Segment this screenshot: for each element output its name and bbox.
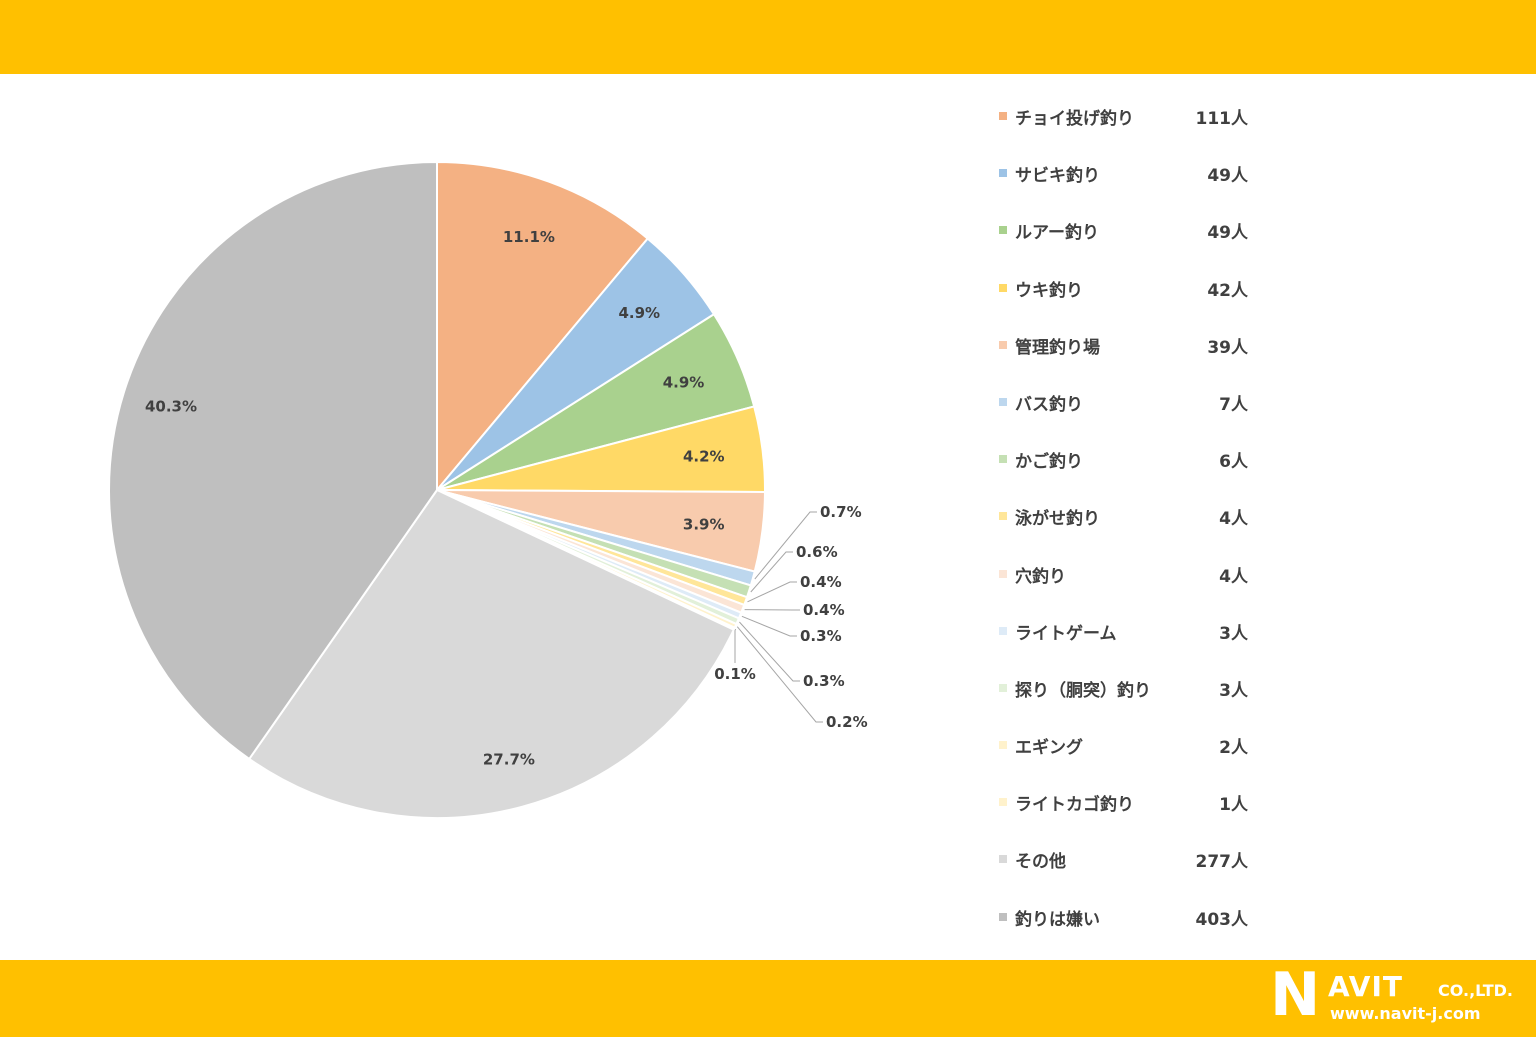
legend-label: 釣りは嫌い bbox=[1015, 909, 1100, 930]
legend-swatch bbox=[999, 455, 1007, 464]
legend-item: 泳がせ釣り 4人 bbox=[996, 496, 1316, 553]
legend-item: エギング 2人 bbox=[996, 725, 1316, 782]
logo-avit: AVIT bbox=[1328, 970, 1403, 1003]
legend-swatch bbox=[999, 397, 1007, 406]
legend-label: サビキ釣り bbox=[1015, 166, 1100, 187]
legend-label: 管理釣り場 bbox=[1015, 337, 1100, 358]
leader-line-7 bbox=[747, 581, 797, 603]
bottom-banner bbox=[0, 960, 1536, 1037]
legend-swatch bbox=[999, 226, 1007, 235]
legend-count: 7人 bbox=[1219, 394, 1248, 415]
logo-url: www.navit-j.com bbox=[1330, 1004, 1481, 1023]
chart-legend: チョイ投げ釣り 111人 サビキ釣り 49人 ルアー釣り 49人 ウキ釣り 42人 管理釣り場 3… bbox=[996, 96, 1316, 954]
legend-swatch bbox=[999, 569, 1007, 578]
legend-label: エギング bbox=[1015, 738, 1083, 759]
legend-swatch bbox=[999, 169, 1007, 178]
legend-swatch bbox=[999, 340, 1007, 349]
legend-count: 3人 bbox=[1219, 680, 1248, 701]
legend-count: 3人 bbox=[1219, 623, 1248, 644]
legend-label: ウキ釣り bbox=[1015, 280, 1083, 301]
slice-label-9: 0.3% bbox=[800, 627, 842, 645]
legend-item: その他 277人 bbox=[996, 839, 1316, 896]
slice-label-1: 4.9% bbox=[618, 304, 660, 322]
legend-item: チョイ投げ釣り 111人 bbox=[996, 96, 1316, 153]
leader-line-6 bbox=[750, 551, 793, 593]
leader-line-10 bbox=[739, 621, 800, 682]
leader-line-9 bbox=[741, 615, 797, 637]
slice-label-10: 0.3% bbox=[803, 672, 845, 690]
legend-item: 探り（胴突）釣り 3人 bbox=[996, 668, 1316, 725]
legend-label: その他 bbox=[1015, 852, 1066, 873]
slice-label-5: 0.7% bbox=[820, 503, 862, 521]
legend-swatch bbox=[999, 626, 1007, 635]
slice-label-4: 3.9% bbox=[683, 516, 725, 534]
logo-n: N bbox=[1270, 960, 1320, 1030]
legend-count: 111人 bbox=[1195, 109, 1249, 129]
legend-item: 穴釣り 4人 bbox=[996, 554, 1316, 611]
leader-line-5 bbox=[754, 511, 817, 580]
legend-item: ウキ釣り 42人 bbox=[996, 268, 1316, 325]
legend-label: ライトゲーム bbox=[1015, 623, 1117, 644]
legend-label: チョイ投げ釣り bbox=[1015, 109, 1134, 129]
pie-slice-13 bbox=[247, 488, 736, 819]
slice-label-6: 0.6% bbox=[796, 543, 838, 561]
slice-label-3: 4.2% bbox=[683, 447, 725, 465]
legend-label: バス釣り bbox=[1015, 394, 1083, 415]
pie-slice-14 bbox=[108, 160, 438, 761]
legend-label: 泳がせ釣り bbox=[1015, 509, 1100, 530]
legend-item: バス釣り 7人 bbox=[996, 382, 1316, 439]
legend-count: 49人 bbox=[1207, 166, 1248, 187]
slice-label-12: 0.1% bbox=[714, 665, 756, 683]
legend-item: サビキ釣り 49人 bbox=[996, 153, 1316, 210]
legend-item: 管理釣り場 39人 bbox=[996, 325, 1316, 382]
slice-label-11: 0.2% bbox=[826, 713, 868, 731]
legend-item: ライトカゴ釣り 1人 bbox=[996, 782, 1316, 839]
legend-label: ライトカゴ釣り bbox=[1015, 795, 1134, 816]
legend-count: 277人 bbox=[1195, 852, 1249, 873]
legend-count: 42人 bbox=[1207, 280, 1248, 301]
slice-label-8: 0.4% bbox=[803, 601, 845, 619]
legend-count: 6人 bbox=[1219, 452, 1248, 473]
legend-swatch bbox=[999, 112, 1007, 120]
legend-item: 釣りは嫌い 403人 bbox=[996, 897, 1316, 954]
legend-item: ルアー釣り 49人 bbox=[996, 210, 1316, 267]
legend-label: かご釣り bbox=[1015, 452, 1083, 473]
legend-swatch bbox=[999, 512, 1007, 521]
legend-count: 49人 bbox=[1207, 223, 1248, 244]
legend-label: 穴釣り bbox=[1015, 566, 1066, 587]
legend-count: 2人 bbox=[1219, 738, 1248, 759]
legend-count: 4人 bbox=[1219, 566, 1248, 587]
legend-swatch bbox=[999, 683, 1007, 692]
legend-count: 1人 bbox=[1219, 795, 1248, 816]
legend-swatch bbox=[999, 912, 1007, 921]
legend-swatch bbox=[999, 798, 1007, 807]
pie-chart: 11.1% 4.9% 4.9% 4.2% 3.9% 0.7% 0.6% 0.4% 0.4% 0.3… bbox=[108, 160, 868, 819]
logo-co: CO.,LTD. bbox=[1438, 981, 1513, 1000]
leader-line-12 bbox=[734, 629, 736, 663]
legend-label: ルアー釣り bbox=[1015, 223, 1099, 244]
slice-label-13: 27.7% bbox=[483, 750, 535, 768]
legend-swatch bbox=[999, 855, 1007, 864]
legend-count: 403人 bbox=[1195, 909, 1249, 930]
legend-item: ライトゲーム 3人 bbox=[996, 611, 1316, 668]
pie-slice-0 bbox=[436, 160, 650, 493]
legend-label: 探り（胴突）釣り bbox=[1015, 680, 1151, 701]
slice-label-14: 40.3% bbox=[145, 397, 197, 415]
legend-item: かご釣り 6人 bbox=[996, 439, 1316, 496]
slice-label-2: 4.9% bbox=[663, 373, 705, 391]
slice-label-7: 0.4% bbox=[800, 573, 842, 591]
legend-count: 4人 bbox=[1219, 509, 1248, 530]
slice-label-0: 11.1% bbox=[503, 228, 555, 246]
navit-logo: N AVIT CO.,LTD. www.navit-j.com bbox=[1270, 960, 1528, 1030]
legend-swatch bbox=[999, 283, 1007, 292]
legend-swatch bbox=[999, 741, 1007, 750]
top-banner bbox=[0, 0, 1536, 74]
legend-count: 39人 bbox=[1207, 337, 1248, 358]
leader-line-11 bbox=[736, 626, 823, 723]
